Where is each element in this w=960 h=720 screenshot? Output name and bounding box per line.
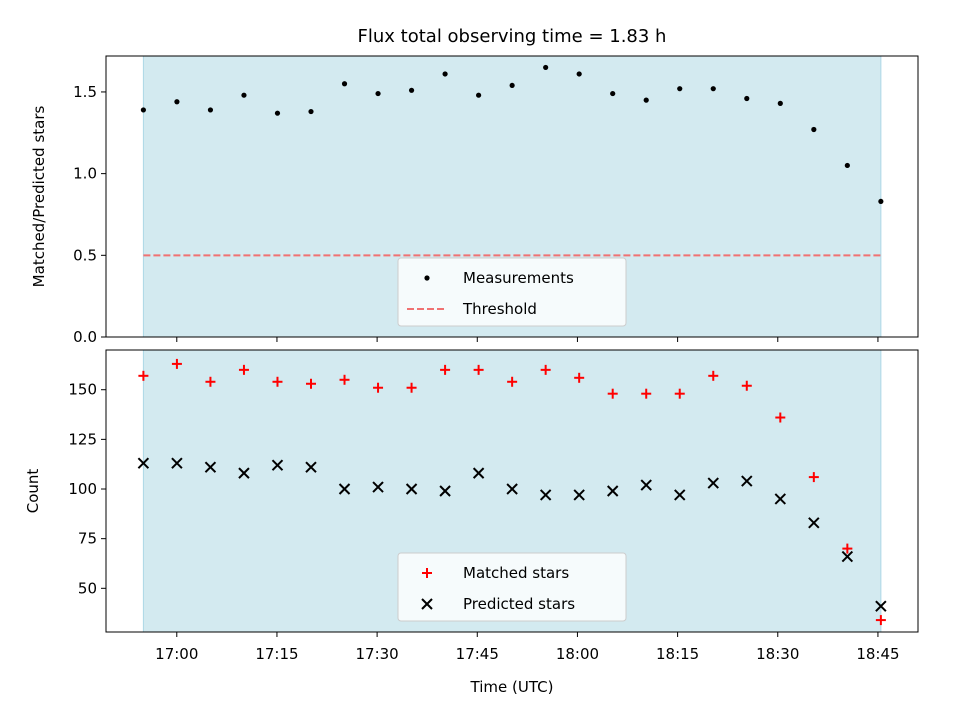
legend-label: Threshold xyxy=(462,300,537,318)
y-tick-label: 100 xyxy=(68,480,97,498)
chart: Flux total observing time = 1.83 h Time … xyxy=(0,0,960,720)
measurement-point xyxy=(677,86,682,91)
legend-label: Matched stars xyxy=(463,564,569,582)
legend-label: Measurements xyxy=(463,269,574,287)
y-tick-label: 150 xyxy=(68,381,97,399)
x-tick-label: 18:00 xyxy=(556,645,599,663)
measurement-point xyxy=(543,65,548,70)
x-tick-label: 17:45 xyxy=(456,645,499,663)
x-axis-label: Time (UTC) xyxy=(470,678,554,696)
measurement-point xyxy=(141,107,146,112)
y-tick-label: 0.5 xyxy=(73,246,97,264)
measurement-point xyxy=(342,81,347,86)
x-tick-label: 17:30 xyxy=(355,645,398,663)
measurement-point xyxy=(442,71,447,76)
measurement-point xyxy=(744,96,749,101)
measurement-point xyxy=(878,199,883,204)
measurement-point xyxy=(476,93,481,98)
measurement-point xyxy=(308,109,313,114)
measurement-point xyxy=(409,88,414,93)
measurement-point xyxy=(711,86,716,91)
x-tick-label: 17:15 xyxy=(255,645,298,663)
chart-title: Flux total observing time = 1.83 h xyxy=(358,26,667,47)
measurement-point xyxy=(845,163,850,168)
x-tick-label: 17:00 xyxy=(155,645,198,663)
measurement-point xyxy=(241,93,246,98)
measurement-point xyxy=(644,98,649,103)
measurement-point xyxy=(208,107,213,112)
measurement-point xyxy=(778,101,783,106)
ratio-panel: 0.0 0.5 1.0 1.5 Matched/Predicted stars Measu… xyxy=(30,56,918,346)
legend: Matched stars Predicted stars xyxy=(398,553,626,621)
measurement-point xyxy=(510,83,515,88)
legend: Measurements Threshold xyxy=(398,258,626,326)
legend-label: Predicted stars xyxy=(463,595,575,613)
measurement-point xyxy=(577,71,582,76)
x-tick-label: 18:45 xyxy=(856,645,899,663)
y-tick-label: 1.5 xyxy=(73,83,97,101)
x-tick-label: 18:15 xyxy=(656,645,699,663)
y-tick-label: 75 xyxy=(78,530,97,548)
y-tick-label: 0.0 xyxy=(73,328,97,346)
legend-marker xyxy=(424,275,429,280)
measurement-point xyxy=(174,99,179,104)
measurement-point xyxy=(275,111,280,116)
measurement-point xyxy=(610,91,615,96)
y-tick-label: 125 xyxy=(68,430,97,448)
measurement-point xyxy=(375,91,380,96)
y-tick-label: 1.0 xyxy=(73,165,97,183)
measurement-point xyxy=(811,127,816,132)
x-tick-label: 18:30 xyxy=(756,645,799,663)
y-axis-label: Count xyxy=(24,469,42,514)
y-tick-label: 50 xyxy=(78,579,97,597)
count-panel: 50 75 100 125 150 17:00 17:15 17:30 17:45 18:00 18… xyxy=(24,350,918,663)
y-axis-label: Matched/Predicted stars xyxy=(30,106,48,288)
